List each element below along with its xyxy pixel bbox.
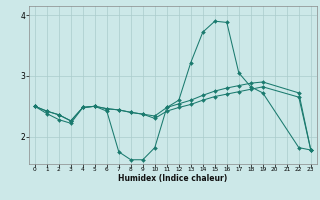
- X-axis label: Humidex (Indice chaleur): Humidex (Indice chaleur): [118, 174, 228, 183]
